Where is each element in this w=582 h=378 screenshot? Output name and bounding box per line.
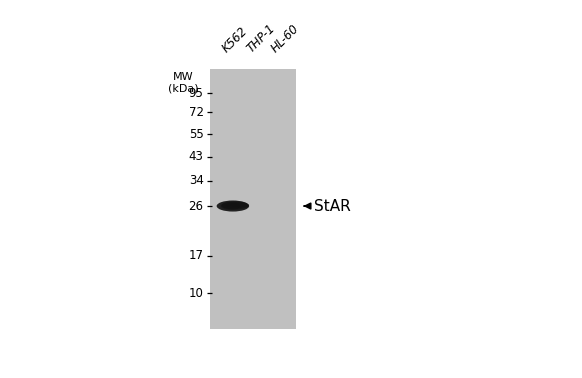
Text: 26: 26	[189, 200, 204, 212]
Ellipse shape	[221, 201, 249, 209]
Text: 55: 55	[189, 128, 204, 141]
Ellipse shape	[217, 200, 249, 212]
Text: K562: K562	[219, 25, 250, 56]
Ellipse shape	[230, 203, 249, 207]
Text: 34: 34	[189, 174, 204, 187]
Bar	[210, 69, 296, 329]
Text: 17: 17	[189, 249, 204, 262]
Text: HL-60: HL-60	[269, 22, 302, 56]
Text: 43: 43	[189, 150, 204, 163]
Text: StAR: StAR	[314, 198, 351, 214]
Text: THP-1: THP-1	[244, 22, 278, 56]
Text: 72: 72	[189, 106, 204, 119]
Ellipse shape	[226, 202, 249, 208]
Ellipse shape	[221, 202, 240, 210]
Text: 95: 95	[189, 87, 204, 100]
Text: MW
(kDa): MW (kDa)	[168, 71, 198, 94]
Text: 10: 10	[189, 287, 204, 300]
